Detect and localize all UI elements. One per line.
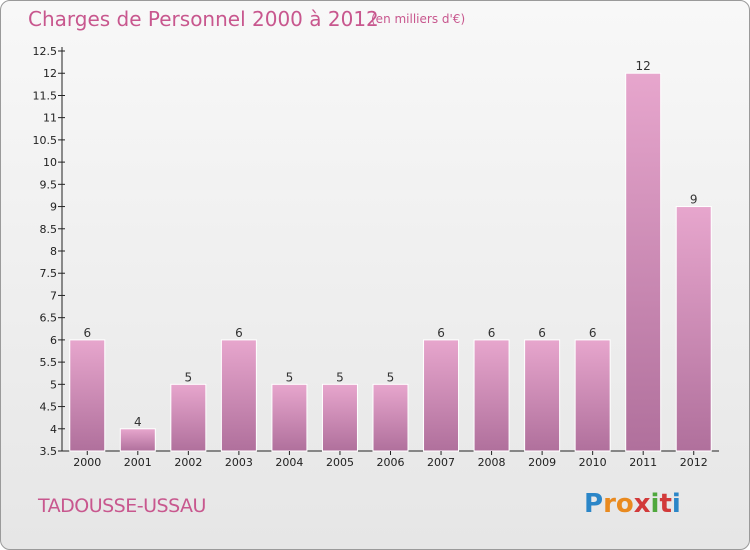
- x-tick-label: 2008: [478, 456, 506, 469]
- y-tick-label: 6: [50, 334, 57, 347]
- data-label: 6: [437, 326, 445, 340]
- data-label: 5: [185, 370, 193, 384]
- y-tick-label: 12: [43, 67, 57, 80]
- x-tick-label: 2010: [579, 456, 607, 469]
- y-tick-label: 10.5: [33, 134, 58, 147]
- x-tick-label: 2004: [275, 456, 303, 469]
- logo-letter: r: [603, 489, 616, 519]
- y-tick-label: 12.5: [33, 45, 58, 58]
- bar: [473, 339, 510, 452]
- logo-letter: P: [584, 489, 604, 519]
- data-label: 4: [134, 415, 142, 429]
- y-tick-label: 9.5: [40, 178, 58, 191]
- y-tick-label: 4: [50, 423, 57, 436]
- bar: [220, 339, 257, 452]
- bar: [372, 383, 409, 452]
- bar: [119, 428, 156, 452]
- data-label: 6: [488, 326, 496, 340]
- x-tick-label: 2012: [680, 456, 708, 469]
- data-label: 6: [83, 326, 91, 340]
- place-name: TADOUSSE-USSAU: [38, 495, 206, 517]
- logo-letter: i: [671, 489, 681, 519]
- y-tick-label: 3.5: [40, 445, 58, 458]
- data-label: 9: [690, 193, 698, 207]
- bar: [170, 383, 207, 452]
- data-label: 6: [538, 326, 546, 340]
- logo-letter: i: [650, 489, 660, 519]
- y-tick-label: 4.5: [40, 401, 58, 414]
- bar: [625, 72, 662, 452]
- y-tick-label: 11.5: [33, 89, 58, 102]
- y-tick-label: 11: [43, 112, 57, 125]
- bar: [69, 339, 106, 452]
- x-tick-label: 2006: [377, 456, 405, 469]
- y-tick-label: 7.5: [40, 267, 58, 280]
- x-tick-label: 2003: [225, 456, 253, 469]
- chart-title: Charges de Personnel 2000 à 2012: [28, 7, 379, 31]
- bar: [271, 383, 308, 452]
- y-tick-label: 5.5: [40, 356, 58, 369]
- bar: [574, 339, 611, 452]
- x-tick-label: 2009: [528, 456, 556, 469]
- logo-letter: t: [659, 489, 672, 519]
- x-tick-label: 2005: [326, 456, 354, 469]
- data-label: 6: [589, 326, 597, 340]
- data-label: 5: [336, 370, 344, 384]
- y-tick-label: 8.5: [40, 223, 58, 236]
- y-tick-label: 6.5: [40, 312, 58, 325]
- y-tick-label: 9: [50, 201, 57, 214]
- logo-letter: x: [633, 489, 651, 519]
- y-tick-label: 7: [50, 289, 57, 302]
- y-tick-label: 8: [50, 245, 57, 258]
- bar: [423, 339, 460, 452]
- x-tick-label: 2002: [174, 456, 202, 469]
- x-tick-label: 2011: [629, 456, 657, 469]
- logo-letter: o: [615, 489, 634, 519]
- y-tick-label: 5: [50, 378, 57, 391]
- bar: [524, 339, 561, 452]
- proxiti-logo: Proxiti: [584, 489, 681, 519]
- bar: [321, 383, 358, 452]
- data-label: 5: [387, 370, 395, 384]
- bar: [675, 206, 712, 452]
- data-label: 5: [286, 370, 294, 384]
- data-label: 12: [636, 59, 651, 73]
- data-label: 6: [235, 326, 243, 340]
- y-tick-label: 10: [43, 156, 57, 169]
- x-tick-label: 2007: [427, 456, 455, 469]
- x-tick-label: 2000: [73, 456, 101, 469]
- x-tick-label: 2001: [124, 456, 152, 469]
- chart-unit: (en milliers d'€): [371, 12, 466, 26]
